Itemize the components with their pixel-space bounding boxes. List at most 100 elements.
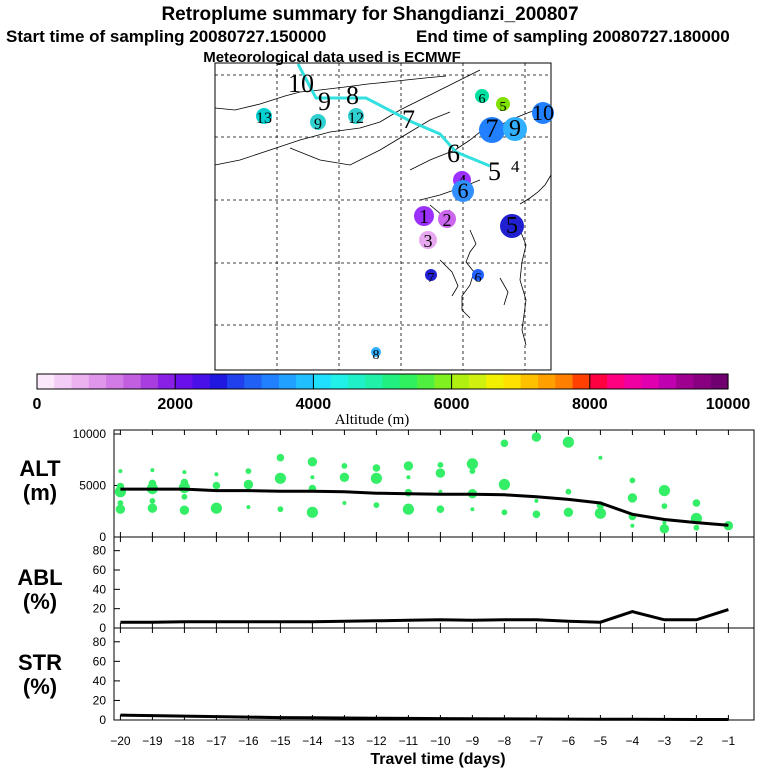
ytick-label: 0 [99, 621, 106, 635]
alt-scatter-point [661, 503, 668, 509]
abl-panel: ABL (%) 0 20 40 60 80 [17, 536, 755, 635]
path-day-label: 4 [511, 157, 520, 176]
alt-scatter-point [627, 493, 638, 503]
colorbar-cell [382, 374, 401, 389]
xtick-label: −5 [594, 734, 608, 748]
colorbar-label: Altitude (m) [335, 412, 410, 428]
cluster-marker [310, 114, 326, 130]
cluster-marker-label: 2 [443, 210, 452, 230]
ytick-label: 60 [93, 563, 107, 577]
alt-scatter-point [438, 489, 443, 494]
alt-scatter-point [658, 485, 671, 497]
ytick-label: 40 [93, 674, 107, 688]
travel-time-xlabel: Travel time (days) [370, 751, 505, 768]
xtick-label: −2 [690, 734, 704, 748]
str-xtick-labels: −20 −19 −18 −17 −16 −15 −14 −13 −12 −11 −10 −9 −8 −7 −… [110, 734, 735, 748]
cluster-marker-label: 8 [373, 348, 380, 363]
ytick-label: 5000 [79, 479, 106, 493]
alt-scatter-point [341, 463, 348, 469]
colorbar-cell [313, 374, 332, 389]
colorbar-cell [399, 374, 418, 389]
ytick-label: 60 [93, 654, 107, 668]
alt-scatter-point [182, 470, 187, 475]
str-frame [113, 627, 755, 721]
cluster-marker [496, 97, 510, 111]
cluster-marker-label: 1 [419, 206, 429, 228]
alt-scatter-point [693, 524, 700, 531]
alt-scatter-point [147, 503, 158, 513]
alt-scatter-point [246, 505, 251, 510]
colorbar-cell [37, 374, 55, 389]
map-frame [214, 62, 552, 371]
colorbar-cell [330, 374, 349, 389]
path-day-label: 6 [447, 139, 460, 168]
cluster-marker [472, 269, 484, 281]
alt-frame [113, 429, 755, 538]
alt-scatter-point [563, 507, 574, 517]
colorbar-cell [676, 374, 695, 389]
str-line [120, 713, 729, 721]
cluster-marker-label: 9 [509, 116, 521, 142]
cluster-marker [371, 347, 381, 357]
alt-scatter-point [629, 477, 636, 484]
alt-scatter-point [723, 521, 734, 531]
cluster-marker [414, 206, 434, 226]
abl-frame [113, 536, 755, 629]
abl-ylabel: ABL [17, 565, 62, 590]
path-day-label: 8 [346, 81, 359, 110]
alt-scatter-point [469, 468, 476, 474]
alt-scatter-point [562, 436, 575, 448]
alt-scatter-point [501, 509, 508, 516]
alt-scatter-point [277, 506, 284, 513]
colorbar-tick-label: 4000 [296, 396, 332, 413]
cluster-marker-label: 5 [506, 213, 518, 239]
path-day-label: 9 [318, 87, 331, 116]
colorbar-tick-label: 10000 [706, 396, 751, 413]
cluster-marker [479, 117, 505, 143]
alt-scatter-point [149, 498, 156, 504]
cluster-marker-label: 6 [458, 178, 469, 203]
cluster-marker-label: 5 [500, 100, 507, 115]
alt-scatter-point [210, 502, 222, 514]
alt-scatter-point [370, 472, 382, 484]
alt-scatter-point [534, 498, 539, 503]
alt-scatter-point [532, 510, 541, 519]
xtick-label: −16 [238, 734, 259, 748]
alt-scatter-point [662, 520, 667, 525]
alt-scatter-point [500, 439, 509, 448]
cluster-marker-label: 6 [475, 271, 482, 286]
alt-ylabel: ALT [19, 456, 61, 481]
colorbar-tick-label: 8000 [572, 396, 608, 413]
ytick-label: 40 [93, 582, 107, 596]
colorbar-cell [209, 374, 228, 389]
alt-scatter-point [276, 453, 285, 462]
cluster-marker [500, 214, 524, 238]
colorbar-cell [607, 374, 625, 389]
alt-scatter-point [179, 505, 190, 515]
colorbar-cell [123, 374, 142, 389]
colorbar-tick-label: 0 [33, 396, 42, 413]
colorbar-cell [468, 374, 487, 389]
map-grid [215, 63, 551, 370]
path-day-label: 10 [288, 69, 314, 98]
end-time-label: End time of sampling 20080727.180000 [416, 27, 730, 46]
alt-scatter-point [531, 432, 542, 442]
ytick-label: 0 [99, 713, 106, 727]
alt-scatter-point [692, 499, 701, 507]
cluster-markers: 12345679651013912768 [256, 89, 554, 363]
colorbar-cell [658, 374, 677, 389]
alt-scatter-point [245, 468, 252, 474]
xtick-label: −15 [270, 734, 291, 748]
colorbar-cell [417, 374, 435, 389]
colorbar-tick-label: 2000 [157, 396, 193, 413]
cluster-marker [419, 231, 437, 249]
alt-panel: ALT (m) 0 5000 10000 [19, 427, 755, 544]
cluster-marker [475, 89, 489, 103]
alt-scatter-point [342, 501, 347, 505]
cluster-marker-label: 10 [532, 100, 554, 125]
alt-scatter-point [565, 488, 572, 495]
colorbar-cell [227, 374, 245, 389]
alt-scatter-point [437, 462, 444, 468]
alt-scatter-point [466, 458, 478, 470]
